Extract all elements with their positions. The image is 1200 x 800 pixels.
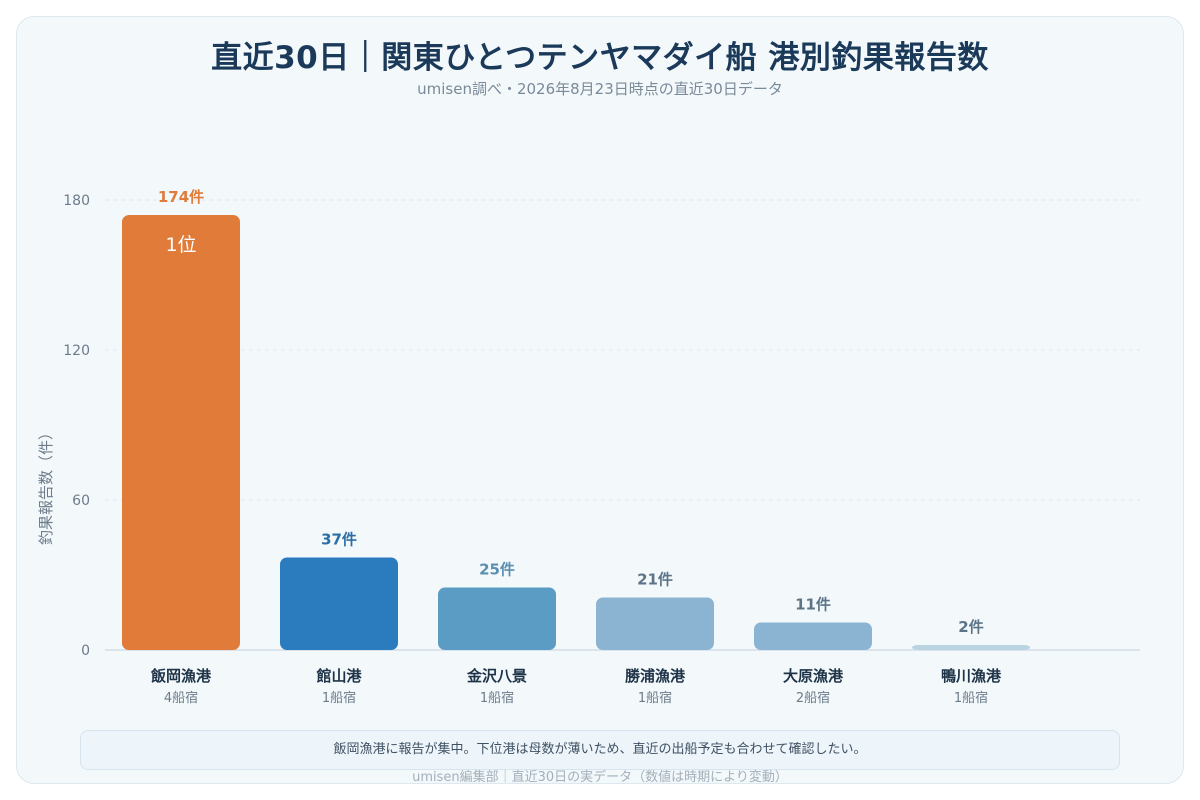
data-label: 21件 <box>637 571 673 589</box>
data-label: 37件 <box>321 531 357 549</box>
y-axis-label: 釣果報告数（件） <box>37 425 55 545</box>
bar <box>122 215 240 650</box>
data-label: 2件 <box>958 618 983 636</box>
note-text: 飯岡漁港に報告が集中。下位港は母数が薄いため、直近の出船予定も合わせて確認したい… <box>333 742 867 757</box>
data-label: 11件 <box>795 596 831 614</box>
x-sub-label: 2船宿 <box>796 690 830 706</box>
x-sub-label: 1船宿 <box>954 690 988 706</box>
y-tick-label: 120 <box>63 343 90 359</box>
y-tick-label: 60 <box>72 493 90 509</box>
chart-title: 直近30日｜関東ひとつテンヤマダイ船 港別釣果報告数 <box>211 40 989 76</box>
x-sub-label: 1船宿 <box>322 690 356 706</box>
x-tick-label: 勝浦漁港 <box>625 667 686 685</box>
x-sub-label: 1船宿 <box>638 690 672 706</box>
bar <box>912 645 1030 650</box>
note-box: 飯岡漁港に報告が集中。下位港は母数が薄いため、直近の出船予定も合わせて確認したい… <box>80 730 1120 770</box>
x-tick-label: 鴨川漁港 <box>941 667 1002 685</box>
x-sub-label: 1船宿 <box>480 690 514 706</box>
bar <box>754 622 872 650</box>
x-tick-label: 金沢八景 <box>466 667 527 685</box>
bar <box>280 557 398 650</box>
bar <box>596 597 714 650</box>
x-tick-label: 大原漁港 <box>783 667 844 685</box>
y-tick-label: 0 <box>81 643 90 659</box>
bar <box>438 587 556 650</box>
x-tick-label: 館山港 <box>315 667 362 685</box>
x-tick-label: 飯岡漁港 <box>150 667 212 685</box>
rank-label: 1位 <box>165 234 196 256</box>
y-tick-label: 180 <box>63 193 90 209</box>
data-label: 174件 <box>158 188 204 206</box>
chart-subtitle: umisen調べ・2026年8月23日時点の直近30日データ <box>417 80 783 98</box>
x-sub-label: 4船宿 <box>164 690 198 706</box>
footer-credit: umisen編集部｜直近30日の実データ（数値は時期により変動） <box>412 770 788 785</box>
data-label: 25件 <box>479 561 515 579</box>
